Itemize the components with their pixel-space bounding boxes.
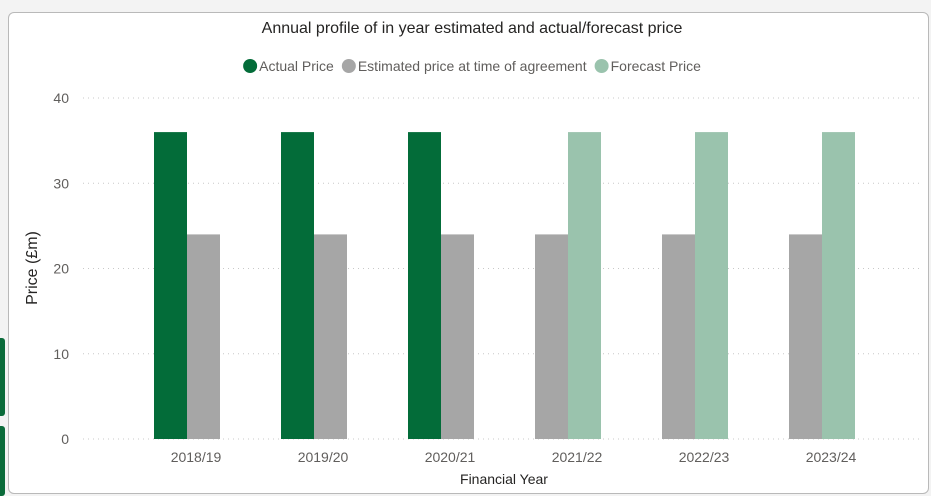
y-tick-label: 30	[53, 175, 69, 191]
side-tab-2[interactable]	[0, 426, 5, 496]
legend-marker	[341, 59, 356, 73]
bar-actual-price-2020-21[interactable]	[408, 132, 441, 439]
y-tick-label: 20	[53, 261, 69, 277]
bar-chart: Annual profile of in year estimated and …	[24, 20, 921, 487]
side-tab-1[interactable]	[0, 338, 5, 416]
chart-card: Annual profile of in year estimated and …	[8, 12, 929, 494]
x-tick-label: 2021/22	[552, 449, 603, 465]
bar-estimated-price-at-time-of-agreement-2020-21[interactable]	[441, 234, 474, 439]
bar-actual-price-2019-20[interactable]	[281, 132, 314, 439]
legend-marker	[243, 59, 258, 73]
bar-forecast-price-2022-23[interactable]	[695, 132, 728, 439]
bar-estimated-price-at-time-of-agreement-2021-22[interactable]	[535, 234, 568, 439]
bar-estimated-price-at-time-of-agreement-2018-19[interactable]	[187, 234, 220, 439]
x-tick-label: 2020/21	[425, 449, 476, 465]
x-tick-label: 2023/24	[806, 449, 857, 465]
y-axis-label: Price (£m)	[24, 231, 41, 305]
x-tick-label: 2022/23	[679, 449, 730, 465]
legend-label: Estimated price at time of agreement	[358, 58, 587, 74]
bar-actual-price-2018-19[interactable]	[154, 132, 187, 439]
legend-item-forecast-price[interactable]: Forecast Price	[594, 58, 701, 74]
legend-marker	[594, 59, 609, 73]
bar-estimated-price-at-time-of-agreement-2019-20[interactable]	[314, 234, 347, 439]
y-axis-ticks: 0 10 20 30 40	[53, 90, 69, 447]
legend: Actual Price Estimated price at time of a…	[243, 58, 701, 74]
legend-item-estimated-price-at-time-of-agreement[interactable]: Estimated price at time of agreement	[341, 58, 587, 74]
legend-label: Actual Price	[259, 58, 334, 74]
y-tick-label: 10	[53, 346, 69, 362]
x-tick-label: 2018/19	[171, 449, 222, 465]
bar-estimated-price-at-time-of-agreement-2023-24[interactable]	[789, 234, 822, 439]
legend-label: Forecast Price	[611, 58, 701, 74]
y-tick-label: 40	[53, 90, 69, 106]
legend-item-actual-price[interactable]: Actual Price	[243, 58, 334, 74]
bar-forecast-price-2023-24[interactable]	[822, 132, 855, 439]
bars	[154, 132, 855, 439]
x-tick-label: 2019/20	[298, 449, 349, 465]
x-axis-ticks: 2018/19 2019/20 2020/21 2021/22 2022/23 2023/…	[171, 449, 857, 465]
bar-forecast-price-2021-22[interactable]	[568, 132, 601, 439]
chart-title: Annual profile of in year estimated and …	[262, 20, 683, 37]
bar-estimated-price-at-time-of-agreement-2022-23[interactable]	[662, 234, 695, 439]
y-tick-label: 0	[61, 431, 69, 447]
x-axis-label: Financial Year	[460, 471, 548, 487]
